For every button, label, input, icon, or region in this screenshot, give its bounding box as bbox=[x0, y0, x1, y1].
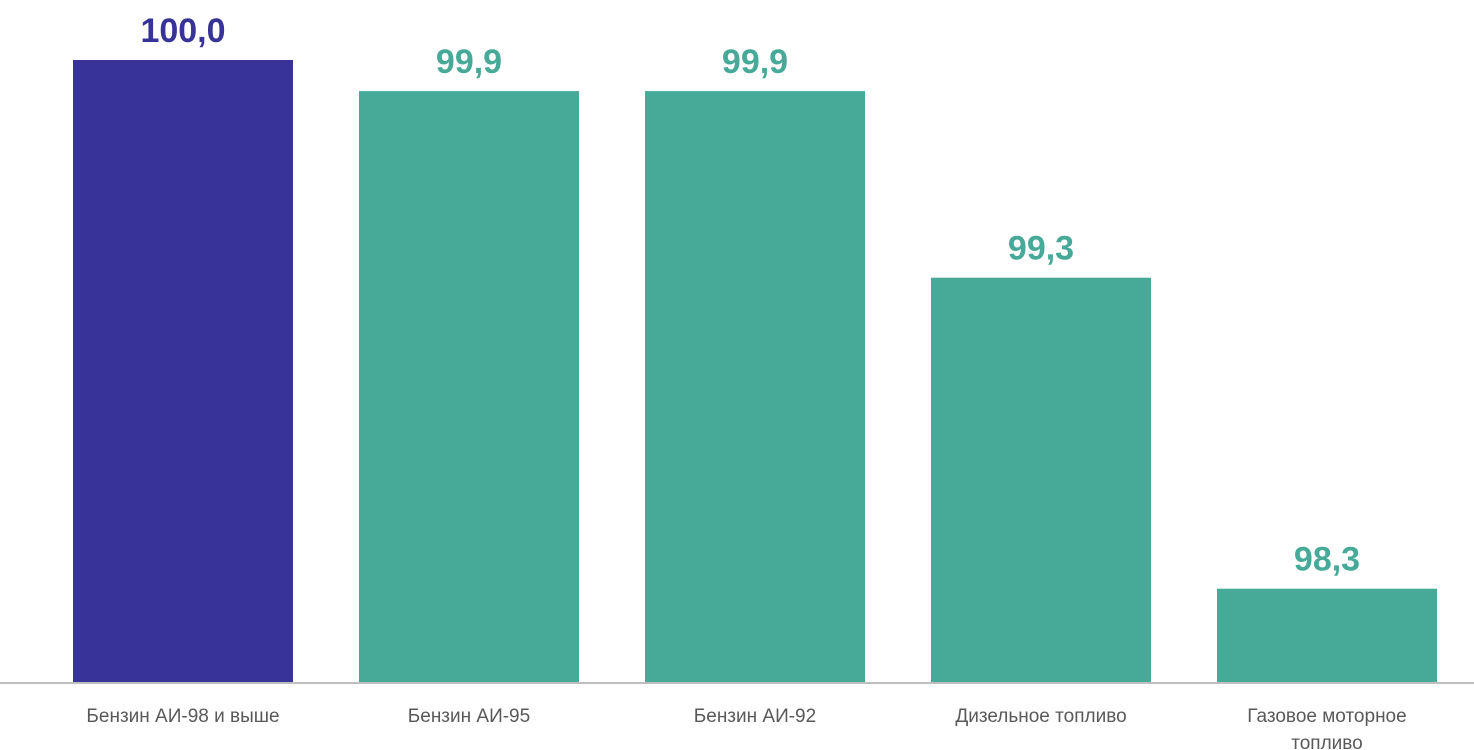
bar bbox=[73, 60, 293, 682]
bar bbox=[359, 91, 579, 683]
bars-group bbox=[73, 60, 1437, 683]
bar bbox=[931, 277, 1151, 682]
bar bbox=[645, 91, 865, 683]
bar-value-label: 99,3 bbox=[1008, 230, 1074, 268]
category-label: Бензин АИ-95 bbox=[408, 706, 530, 727]
bar-value-label: 100,0 bbox=[140, 12, 225, 50]
category-label: Дизельное топливо bbox=[955, 706, 1126, 727]
category-labels-group: Бензин АИ-98 и выше Бензин АИ-95 Бензин АИ… bbox=[86, 706, 1406, 750]
bar bbox=[1217, 588, 1437, 682]
bar-value-label: 99,9 bbox=[436, 43, 502, 81]
category-label: Бензин АИ-98 и выше bbox=[86, 706, 279, 727]
value-labels-group: 100,0 99,9 99,9 99,3 98,3 bbox=[140, 12, 1360, 579]
category-label: Газовое моторное топливо bbox=[1247, 706, 1406, 750]
category-label: Бензин АИ-92 bbox=[694, 706, 816, 727]
bar-value-label: 98,3 bbox=[1294, 541, 1360, 579]
bar-value-label: 99,9 bbox=[722, 43, 788, 81]
